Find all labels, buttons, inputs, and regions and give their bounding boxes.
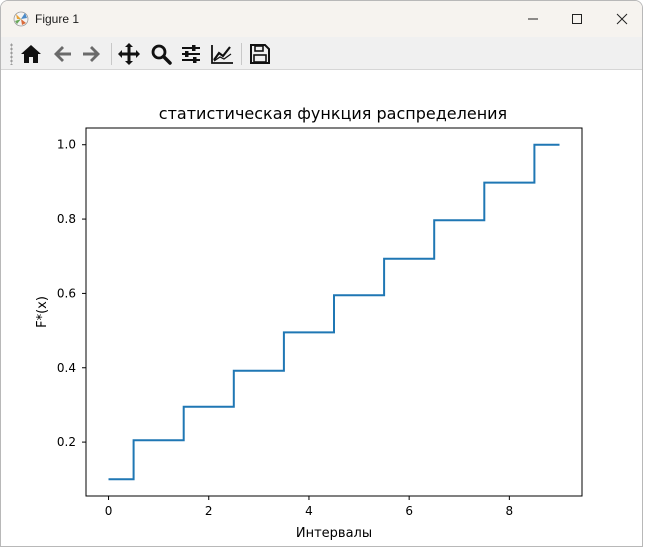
chart[interactable]: статистическая функция распределения 0 2 4… xyxy=(1,70,643,547)
matplotlib-icon xyxy=(13,11,29,27)
zoom-icon xyxy=(151,44,172,65)
save-button[interactable] xyxy=(247,41,273,67)
save-icon xyxy=(250,44,270,64)
forward-icon xyxy=(83,46,100,62)
y-axis-label: F*(x) xyxy=(35,296,50,328)
toolbar-separator xyxy=(241,43,242,65)
toolbar-grip[interactable] xyxy=(10,43,13,65)
y-tick-label: 0.8 xyxy=(57,212,76,226)
toolbar-separator xyxy=(111,43,112,65)
y-tick-label: 0.4 xyxy=(57,361,76,375)
axes-frame xyxy=(85,127,583,497)
back-icon xyxy=(54,46,71,62)
y-tick-label: 0.6 xyxy=(57,286,76,300)
configure-subplots-icon xyxy=(182,45,200,63)
home-button[interactable] xyxy=(18,41,44,67)
y-tick-label: 1.0 xyxy=(57,138,76,152)
x-tick-label: 2 xyxy=(205,504,213,518)
edit-axis-icon xyxy=(211,45,233,64)
close-button[interactable] xyxy=(599,1,642,37)
zoom-button[interactable] xyxy=(148,41,174,67)
close-icon xyxy=(616,13,628,25)
x-axis-label: Интервалы xyxy=(296,526,372,541)
series-line xyxy=(108,143,560,481)
minimize-icon xyxy=(528,18,538,20)
x-tick-label: 8 xyxy=(506,504,514,518)
maximize-button[interactable] xyxy=(554,1,600,37)
navigation-toolbar xyxy=(1,37,642,70)
y-tick-label: 0.2 xyxy=(57,435,76,449)
x-tick-label: 0 xyxy=(105,504,113,518)
forward-button[interactable] xyxy=(79,41,105,67)
minimize-button[interactable] xyxy=(510,1,556,37)
title-bar[interactable]: Figure 1 xyxy=(1,1,642,37)
x-tick-label: 6 xyxy=(405,504,413,518)
home-icon xyxy=(21,45,41,63)
configure-subplots-button[interactable] xyxy=(178,41,204,67)
x-tick-label: 4 xyxy=(305,504,313,518)
chart-title: статистическая функция распределения xyxy=(159,104,507,123)
back-button[interactable] xyxy=(49,41,75,67)
pan-button[interactable] xyxy=(116,41,142,67)
figure-canvas[interactable]: статистическая функция распределения 0 2 4… xyxy=(1,70,642,546)
window-title: Figure 1 xyxy=(35,12,80,26)
maximize-icon xyxy=(572,14,582,24)
pan-icon xyxy=(118,43,140,65)
edit-axis-button[interactable] xyxy=(209,41,235,67)
